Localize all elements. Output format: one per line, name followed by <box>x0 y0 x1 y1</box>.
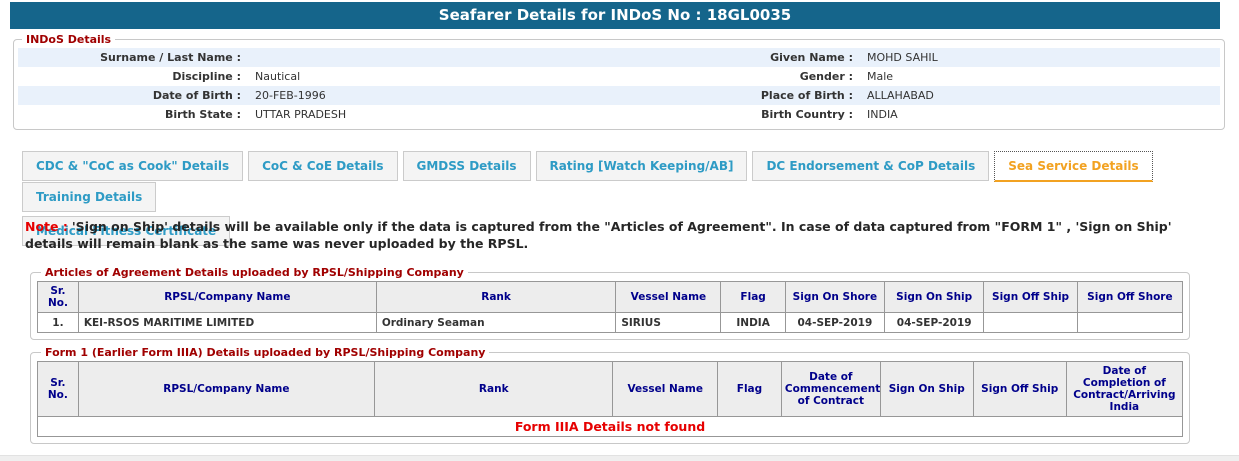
column-header: Sign On Ship <box>884 281 985 313</box>
indos-row: Birth State : UTTAR PRADESH Birth Country … <box>18 105 1220 124</box>
column-header: RPSL/Company Name <box>77 281 377 313</box>
column-header: Sign On Ship <box>879 361 974 417</box>
cell: 04-SEP-2019 <box>784 312 886 333</box>
tab-bar-row-2: Medical Fitness Certificate <box>22 216 1227 246</box>
empty-row: Form IIIA Details not found <box>37 416 1183 437</box>
column-header: Flag <box>720 281 786 313</box>
field-label: Surname / Last Name : <box>100 51 241 64</box>
form1-table: Sr. No. RPSL/Company Name Rank Vessel Name F… <box>37 361 1184 437</box>
table-row: 1. KEI-RSOS MARITIME LIMITED Ordinary Seam… <box>37 312 1184 333</box>
field-label: Place of Birth : <box>760 89 853 102</box>
cell: SIRIUS <box>615 312 722 333</box>
note: Note : 'Sign on Ship' details will be ava… <box>25 219 1210 253</box>
field-value <box>248 48 633 67</box>
header-row: Sr. No. RPSL/Company Name Rank Vessel Name F… <box>37 281 1184 313</box>
column-header: RPSL/Company Name <box>77 361 376 417</box>
column-header: Rank <box>374 361 614 417</box>
note-prefix: Note : <box>25 219 68 234</box>
field-label: Birth State : <box>164 108 241 121</box>
column-header: Date of Completion of Contract/Arriving … <box>1065 361 1184 417</box>
header-row: Sr. No. RPSL/Company Name Rank Vessel Name F… <box>37 361 1184 417</box>
column-header: Sign Off Shore <box>1076 281 1184 313</box>
cell: Ordinary Seaman <box>375 312 617 333</box>
indos-details-legend: INDoS Details <box>26 33 112 46</box>
column-header: Sign On Shore <box>784 281 886 313</box>
field-label: Gender : <box>799 70 853 83</box>
column-header: Rank <box>375 281 617 313</box>
cell <box>983 312 1078 333</box>
articles-legend: Articles of Agreement Details uploaded b… <box>45 266 464 279</box>
articles-table: Sr. No. RPSL/Company Name Rank Vessel Name F… <box>37 281 1184 333</box>
empty-message: Form IIIA Details not found <box>37 416 1183 437</box>
column-header: Vessel Name <box>612 361 718 417</box>
field-value: Nautical <box>255 70 301 83</box>
field-value: ALLAHABAD <box>867 89 934 102</box>
column-header: Sign Off Ship <box>972 361 1067 417</box>
tab-bar-row-1: CDC & "CoC as Cook" Details CoC & CoE Det… <box>22 151 1227 212</box>
tab-bar: CDC & "CoC as Cook" Details CoC & CoE Det… <box>22 151 1227 250</box>
tab-medical-fitness-certificate[interactable]: Medical Fitness Certificate <box>22 216 231 246</box>
field-value: MOHD SAHIL <box>867 51 938 64</box>
tab-gmdss-details[interactable]: GMDSS Details <box>402 151 531 181</box>
articles-fieldset: Articles of Agreement Details uploaded b… <box>30 266 1190 340</box>
field-label: Birth Country : <box>761 108 853 121</box>
indos-row: Discipline : Nautical Gender : Male <box>18 67 1220 86</box>
tab-rating-watch-keeping-ab[interactable]: Rating [Watch Keeping/AB] <box>535 151 748 181</box>
tab-dc-endorsement-cop-details[interactable]: DC Endorsement & CoP Details <box>752 151 990 181</box>
column-header: Sign Off Ship <box>983 281 1078 313</box>
tab-coc-coe-details[interactable]: CoC & CoE Details <box>248 151 398 181</box>
field-label: Discipline : <box>172 70 241 83</box>
tab-cdc-coc-as-cook-details[interactable]: CDC & "CoC as Cook" Details <box>22 151 244 181</box>
column-header: Vessel Name <box>615 281 722 313</box>
form1-legend: Form 1 (Earlier Form IIIA) Details uploa… <box>45 346 486 359</box>
field-label: Given Name : <box>770 51 853 64</box>
field-value: UTTAR PRADESH <box>255 108 347 121</box>
indos-details-table: Surname / Last Name : Given Name : MOHD S… <box>18 48 1220 124</box>
page-title: Seafarer Details for INDoS No : 18GL0035 <box>10 2 1220 29</box>
indos-details-body: Surname / Last Name : Given Name : MOHD S… <box>18 48 1220 124</box>
field-label: Date of Birth : <box>152 89 241 102</box>
form1-fieldset: Form 1 (Earlier Form IIIA) Details uploa… <box>30 346 1190 444</box>
column-header: Sr. No. <box>37 361 79 417</box>
indos-row: Date of Birth : 20-FEB-1996 Place of Birth… <box>18 86 1220 105</box>
column-header: Sr. No. <box>37 281 79 313</box>
tab-sea-service-details[interactable]: Sea Service Details <box>994 151 1153 182</box>
column-header: Flag <box>717 361 782 417</box>
tab-training-details[interactable]: Training Details <box>22 182 157 212</box>
cell: 1. <box>37 312 79 333</box>
cell: INDIA <box>720 312 786 333</box>
window-bottom-edge <box>0 455 1239 461</box>
indos-row: Surname / Last Name : Given Name : MOHD S… <box>18 48 1220 67</box>
indos-details-fieldset: INDoS Details Surname / Last Name : Give… <box>13 33 1225 130</box>
cell <box>1076 312 1184 333</box>
field-value: Male <box>867 70 894 83</box>
field-value: INDIA <box>867 108 898 121</box>
cell: KEI-RSOS MARITIME LIMITED <box>77 312 377 333</box>
cell: 04-SEP-2019 <box>884 312 985 333</box>
column-header: Date of Commencement of Contract <box>780 361 881 417</box>
note-text: 'Sign on Ship' details will be available… <box>25 219 1172 251</box>
field-value: 20-FEB-1996 <box>255 89 326 102</box>
